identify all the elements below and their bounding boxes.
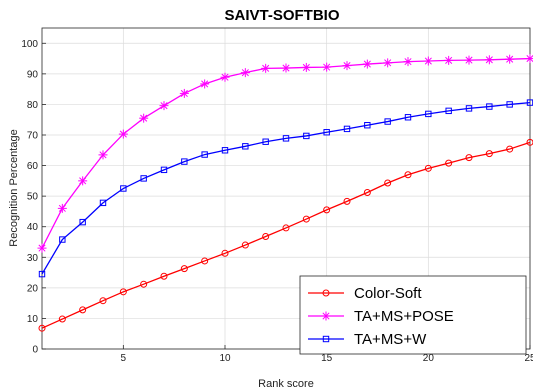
y-tick-label: 60 [27,161,39,172]
y-tick-label: 10 [27,314,39,325]
data-point [505,55,514,64]
data-point [200,79,209,88]
y-tick-label: 40 [27,222,39,233]
legend: Color-Soft TA+MS+POSE TA+MS+W [300,276,526,354]
y-tick-label: 70 [27,131,39,142]
data-point [241,68,250,77]
y-axis-label: Recognition Percentage [8,129,20,246]
y-tick-label: 50 [27,192,39,203]
data-point [322,312,331,321]
x-tick-label: 25 [524,353,533,364]
data-point [485,55,494,64]
y-tick-label: 80 [27,100,39,111]
data-point [424,57,433,66]
data-point [322,63,331,72]
data-point [404,57,413,66]
legend-label: Color-Soft [354,285,422,302]
legend-label: TA+MS+W [354,331,427,348]
data-point [302,63,311,72]
data-point [38,244,47,253]
data-point [119,130,128,139]
x-tick-label: 15 [321,353,333,364]
data-point [160,101,169,110]
data-point [465,56,474,65]
y-tick-label: 0 [32,345,38,356]
x-tick-label: 5 [121,353,127,364]
data-point [58,204,67,213]
data-point [99,150,108,159]
legend-label: TA+MS+POSE [354,308,454,325]
data-point [78,176,87,185]
data-point [383,58,392,67]
data-point [444,56,453,65]
data-point [261,64,270,73]
y-tick-label: 30 [27,253,39,264]
x-tick-label: 10 [219,353,231,364]
y-tick-label: 100 [21,39,38,50]
x-tick-label: 20 [423,353,435,364]
data-point [221,73,230,82]
data-point [363,60,372,69]
x-axis-label: Rank score [258,378,314,390]
data-point [343,61,352,70]
y-tick-label: 90 [27,69,39,80]
y-tick-label: 20 [27,283,39,294]
chart-title: SAIVT-SOFTBIO [224,7,339,24]
data-point [139,114,148,123]
data-point [180,89,189,98]
data-point [282,64,291,73]
